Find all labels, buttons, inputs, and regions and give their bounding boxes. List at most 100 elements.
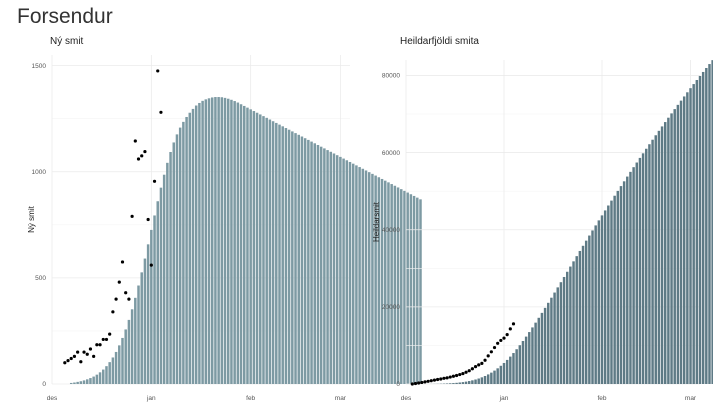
bar [383, 180, 387, 384]
bar [207, 98, 211, 384]
bar [297, 134, 300, 384]
bar [150, 229, 153, 384]
data-point [117, 280, 121, 284]
bar [89, 378, 92, 384]
bar [134, 297, 137, 384]
x-tick-label: mar [335, 395, 347, 402]
bar [85, 379, 89, 384]
bar [194, 105, 198, 384]
bar [159, 187, 163, 384]
bar [226, 98, 230, 384]
bar [191, 108, 195, 385]
bar [239, 104, 243, 385]
y-tick-label: 0 [42, 381, 46, 388]
bar [364, 170, 368, 384]
bar [307, 139, 310, 384]
bar [335, 155, 339, 384]
bar [358, 167, 361, 384]
data-point [108, 332, 112, 336]
bar [416, 197, 419, 384]
bar [262, 116, 265, 385]
bar [387, 182, 390, 384]
bar [146, 244, 150, 384]
bar [406, 192, 409, 384]
bar [367, 172, 371, 384]
bar [175, 134, 179, 384]
bar [98, 372, 102, 384]
bar [69, 382, 73, 384]
bar [275, 122, 278, 384]
bar [79, 381, 83, 384]
bar [287, 129, 291, 384]
bar [243, 105, 246, 385]
bar [400, 189, 403, 384]
bar [249, 109, 252, 384]
bar [73, 382, 76, 384]
x-tick-label: jan [146, 395, 156, 402]
bar [259, 114, 262, 385]
bar [95, 374, 99, 384]
bar [204, 99, 208, 384]
chart-title-total-cases: Heildarfjöldi smita [400, 36, 479, 47]
bar [201, 100, 204, 384]
data-point [101, 337, 105, 342]
bar [236, 102, 240, 384]
bar [182, 121, 185, 384]
bar [143, 258, 147, 384]
bar [313, 143, 317, 384]
bar [278, 124, 281, 385]
bar [403, 190, 406, 384]
bar [223, 97, 227, 384]
bar [345, 160, 349, 384]
bar [198, 102, 201, 384]
bar [114, 351, 118, 384]
data-point [95, 343, 99, 347]
bar [419, 199, 422, 384]
bar [127, 319, 131, 384]
bar [294, 133, 297, 384]
data-point [69, 356, 73, 361]
data-point [111, 310, 115, 314]
bar [185, 116, 188, 384]
bar [210, 97, 214, 385]
bar [188, 112, 192, 384]
bar [339, 156, 342, 384]
bar [217, 97, 220, 384]
data-point [63, 361, 67, 365]
data-point [127, 297, 131, 301]
data-point [72, 354, 77, 359]
data-point [149, 263, 153, 267]
data-point [114, 297, 118, 301]
bar [374, 175, 377, 384]
bar [92, 376, 95, 384]
data-point [130, 214, 134, 218]
data-point [136, 157, 141, 161]
bar [102, 369, 105, 384]
bar [281, 126, 284, 384]
data-point [143, 149, 147, 154]
bar [220, 97, 224, 385]
bar [124, 329, 127, 384]
bar [118, 345, 121, 384]
bar [371, 173, 374, 384]
bar [82, 380, 86, 384]
bar [76, 381, 79, 384]
bar [380, 178, 384, 384]
x-tick-label: feb [246, 395, 255, 402]
bar [291, 131, 294, 384]
y-tick-label: 1500 [32, 63, 47, 70]
data-point [120, 260, 125, 264]
bar [396, 187, 400, 384]
data-point [146, 217, 150, 222]
data-point [152, 179, 157, 183]
bar [246, 107, 249, 384]
bar [355, 165, 358, 384]
bar [130, 309, 134, 384]
bar [137, 285, 140, 384]
bar [166, 162, 169, 384]
data-point [156, 69, 160, 73]
bar [140, 272, 143, 384]
bar [332, 153, 336, 384]
bar [169, 152, 172, 384]
